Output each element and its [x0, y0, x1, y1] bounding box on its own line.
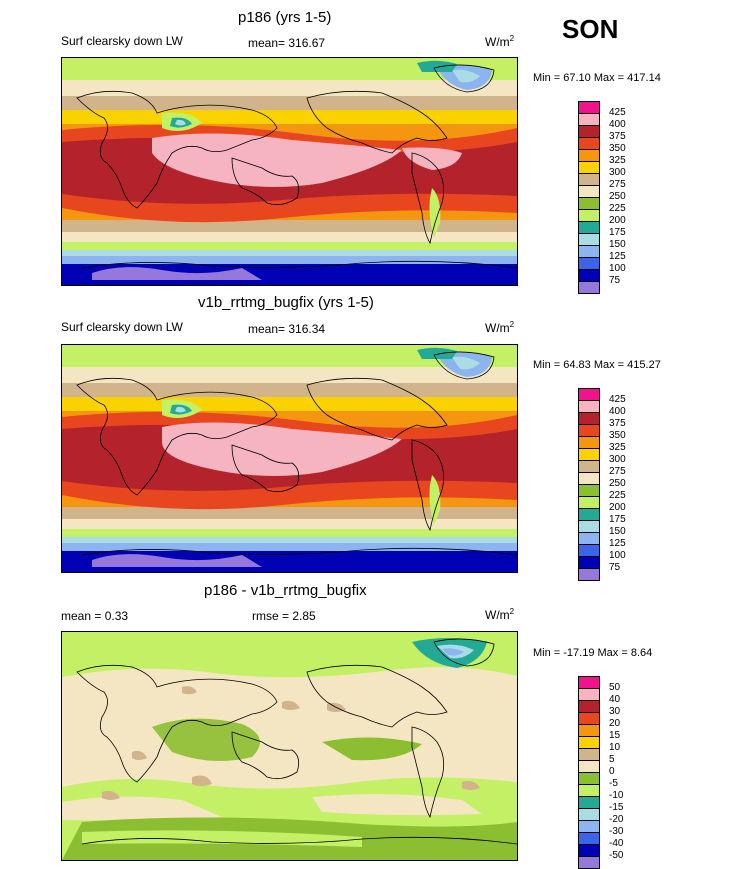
- panel3-title: p186 - v1b_rrtmg_bugfix: [204, 582, 367, 599]
- season-label: SON: [562, 14, 619, 44]
- panel2-left-label: Surf clearsky down LW: [61, 320, 183, 334]
- legend-tick-label: 125: [609, 538, 626, 549]
- legend-tick-label: 250: [609, 191, 626, 202]
- legend-tick-label: 300: [609, 167, 626, 178]
- legend-tick-label: -10: [609, 790, 624, 801]
- legend-tick-label: -20: [609, 814, 624, 825]
- panel3-rmse-label: rmse = 2.85: [252, 609, 316, 623]
- legend-tick-label: 375: [609, 131, 626, 142]
- legend-tick-label: 150: [609, 239, 626, 250]
- legend-tick-label: -5: [609, 778, 618, 789]
- legend-swatch: [578, 856, 600, 869]
- legend-tick-label: -15: [609, 802, 624, 813]
- legend-tick-label: 75: [609, 562, 621, 573]
- legend-tick-label: 400: [609, 119, 626, 130]
- legend-tick-label: 20: [609, 718, 621, 729]
- panel1-left-label: Surf clearsky down LW: [61, 34, 183, 48]
- legend-swatch: [578, 281, 600, 294]
- legend-tick-label: 425: [609, 394, 626, 405]
- legend-tick-label: 100: [609, 550, 626, 561]
- legend-tick-label: 175: [609, 514, 626, 525]
- legend-tick-label: 10: [609, 742, 621, 753]
- legend-tick-label: 125: [609, 251, 626, 262]
- legend-tick-label: 100: [609, 263, 626, 274]
- panel1-mean-label: mean= 316.67: [248, 36, 326, 50]
- panel3-map: [61, 631, 518, 861]
- legend-tick-label: 40: [609, 694, 621, 705]
- legend-tick-label: -30: [609, 826, 624, 837]
- legend-tick-label: 175: [609, 227, 626, 238]
- panel2-minmax: Min = 64.83 Max = 415.27: [533, 359, 661, 371]
- legend-tick-label: -40: [609, 838, 624, 849]
- panel1-map: [61, 57, 518, 286]
- panel1-units: W/m2: [485, 34, 515, 49]
- legend-tick-label: 350: [609, 143, 626, 154]
- legend-tick-label: -50: [609, 850, 624, 861]
- legend-tick-label: 275: [609, 179, 626, 190]
- panel3-units: W/m2: [485, 607, 515, 622]
- legend-tick-label: 250: [609, 478, 626, 489]
- panel3-minmax: Min = -17.19 Max = 8.64: [533, 647, 653, 659]
- legend-tick-label: 350: [609, 430, 626, 441]
- legend-tick-label: 5: [609, 754, 615, 765]
- legend-tick-label: 225: [609, 203, 626, 214]
- legend-tick-label: 200: [609, 502, 626, 513]
- legend-tick-label: 50: [609, 682, 621, 693]
- panel2-map: [61, 344, 518, 573]
- legend-tick-label: 400: [609, 406, 626, 417]
- legend-tick-label: 200: [609, 215, 626, 226]
- legend-tick-label: 375: [609, 418, 626, 429]
- legend-tick-label: 425: [609, 107, 626, 118]
- panel2-mean-label: mean= 316.34: [248, 322, 326, 336]
- legend-tick-label: 150: [609, 526, 626, 537]
- legend-tick-label: 300: [609, 454, 626, 465]
- legend-tick-label: 225: [609, 490, 626, 501]
- panel1-title: p186 (yrs 1-5): [238, 9, 332, 26]
- legend-tick-label: 15: [609, 730, 621, 741]
- legend-swatch: [578, 568, 600, 581]
- legend-tick-label: 275: [609, 466, 626, 477]
- panel1-minmax: Min = 67.10 Max = 417.14: [533, 72, 661, 84]
- panel2-title: v1b_rrtmg_bugfix (yrs 1-5): [198, 294, 374, 311]
- legend-tick-label: 0: [609, 766, 615, 777]
- panel3-mean-label: mean = 0.33: [61, 609, 129, 623]
- legend-tick-label: 325: [609, 155, 626, 166]
- legend-tick-label: 30: [609, 706, 621, 717]
- panel2-units: W/m2: [485, 320, 515, 335]
- legend-tick-label: 325: [609, 442, 626, 453]
- legend-tick-label: 75: [609, 275, 621, 286]
